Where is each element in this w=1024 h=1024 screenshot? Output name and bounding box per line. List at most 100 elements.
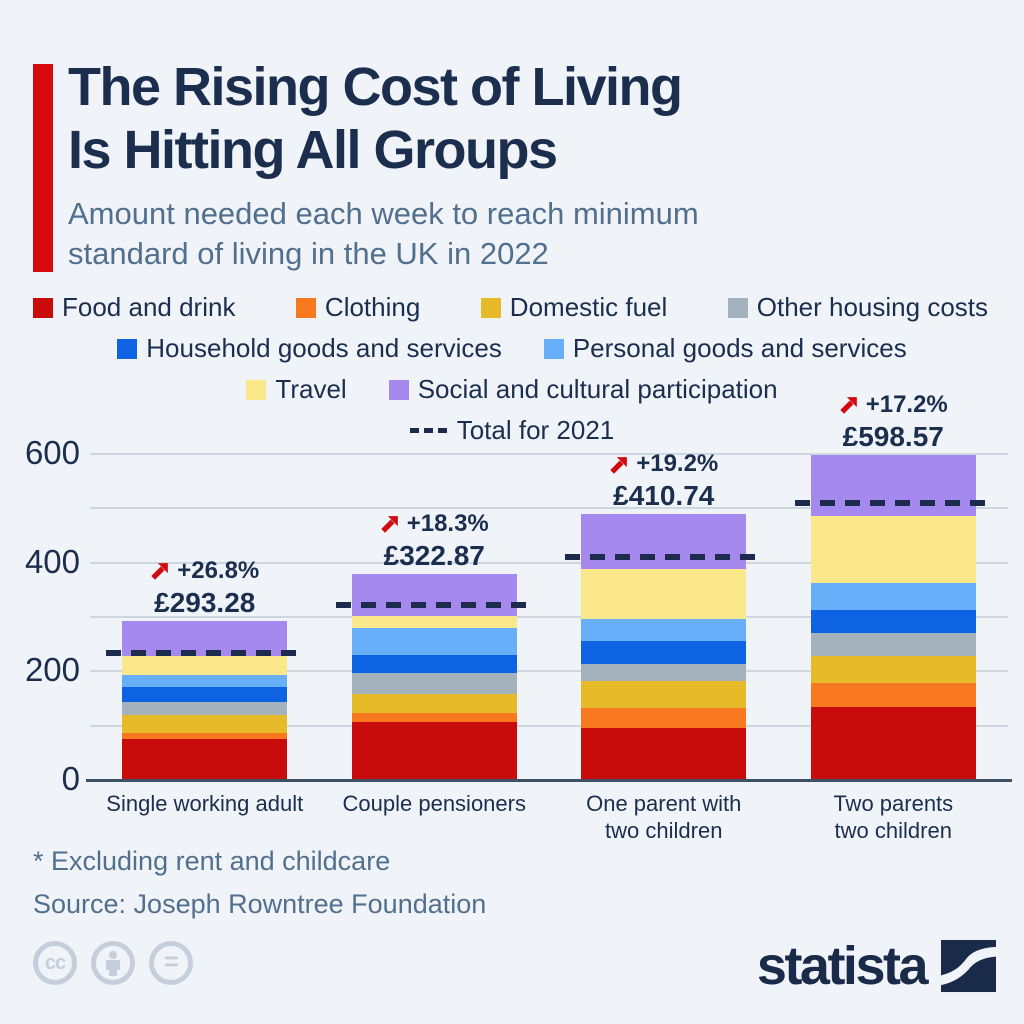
bar-segment-social	[810, 454, 976, 516]
bar-segment-personal	[351, 628, 517, 656]
increase-arrow-icon	[839, 397, 857, 414]
cc-no-derivatives-icon: =	[149, 941, 193, 985]
x-axis-category-label: Single working adult	[75, 790, 335, 817]
bar-segment-food	[810, 706, 976, 780]
footnote: * Excluding rent and childcare	[33, 846, 391, 876]
bar-segment-household	[351, 655, 517, 673]
legend-label-total-2021: Total for 2021	[456, 415, 615, 445]
total-value-label: £322.87	[383, 539, 485, 571]
bar-segment-housing	[122, 701, 288, 715]
y-axis-label-600: 600	[24, 434, 80, 471]
bar-segment-clothing	[810, 682, 976, 707]
total-2021-dashed-line	[565, 553, 763, 560]
bar-segment-food	[351, 722, 517, 780]
statista-branding: statista	[757, 938, 996, 994]
gridline-400	[90, 561, 1008, 564]
legend-swatch-fuel	[480, 297, 501, 318]
bar-segment-travel	[351, 615, 517, 629]
chart-subtitle: Amount needed each week to reach minimum…	[68, 194, 699, 274]
legend-item-social: Social and cultural participation	[388, 374, 778, 405]
bar-segment-household	[122, 687, 288, 702]
change-percent-text: +18.3%	[406, 509, 489, 537]
legend-label-fuel: Domestic fuel	[509, 292, 668, 322]
change-percent-text: +17.2%	[865, 390, 948, 418]
legend-label-personal: Personal goods and services	[572, 333, 907, 363]
bar-annotation: +18.3% £322.87	[324, 510, 544, 572]
legend-row-total-2021: Total for 2021	[0, 415, 1024, 446]
change-percent-label: +18.3%	[324, 510, 544, 538]
x-axis-baseline	[86, 779, 1012, 782]
total-2021-dashed-line	[794, 499, 992, 506]
y-axis-label-200: 200	[24, 651, 80, 689]
legend-item-housing: Other housing costs	[727, 292, 988, 323]
person-icon	[105, 951, 121, 976]
increase-arrow-icon	[151, 563, 169, 581]
legend-label-household: Household goods and services	[146, 333, 502, 363]
bar-segment-fuel	[810, 656, 976, 683]
x-axis-category-line: two children	[605, 818, 723, 843]
gridline-200	[90, 670, 1008, 673]
gridline-500	[90, 507, 1008, 510]
bar-segment-personal	[581, 619, 747, 642]
x-axis-category-line: Couple pensioners	[342, 791, 526, 816]
legend-swatch-clothing	[295, 297, 316, 318]
total-2021-dashed-line	[106, 649, 304, 656]
legend-row-3: Travel Social and cultural participation	[0, 374, 1024, 405]
legend-swatch-personal	[543, 338, 564, 359]
bar-segment-food	[581, 728, 747, 780]
bar-segment-clothing	[581, 708, 747, 729]
bar-segment-fuel	[351, 694, 517, 713]
gridline-100	[90, 724, 1008, 727]
statista-logo-icon	[941, 939, 996, 993]
equals-glyph: =	[163, 946, 179, 976]
change-percent-text: +26.8%	[177, 556, 260, 584]
total-value-label: £410.74	[613, 480, 715, 512]
legend-swatch-housing	[727, 297, 748, 318]
bar-segment-personal	[810, 582, 976, 610]
subtitle-line-1: Amount needed each week to reach minimum	[68, 196, 699, 231]
x-axis-category-line: Two parents	[833, 791, 954, 816]
bar-segment-fuel	[581, 681, 747, 709]
legend-item-personal: Personal goods and services	[543, 333, 907, 364]
legend-item-household: Household goods and services	[117, 333, 502, 364]
creative-commons-icons: cc =	[33, 941, 193, 985]
increase-arrow-icon	[610, 456, 628, 474]
legend-swatch-travel	[246, 379, 267, 400]
bar-segment-social	[351, 573, 517, 616]
total-2021-dashed-line	[335, 601, 533, 608]
bar-segment-personal	[122, 674, 288, 688]
title-line-2: Is Hitting All Groups	[68, 120, 558, 180]
legend-item-food: Food and drink	[33, 292, 235, 323]
bar-segment-housing	[351, 672, 517, 695]
legend-item-clothing: Clothing	[295, 292, 420, 323]
bar-segment-housing	[581, 664, 747, 682]
statista-logo-text: statista	[756, 936, 929, 996]
change-percent-label: +19.2%	[554, 450, 774, 478]
x-axis-category-line: two children	[834, 818, 952, 843]
dashed-line-icon	[409, 428, 448, 433]
bar-segment-travel	[810, 515, 976, 583]
bar-annotation: +26.8% £293.28	[95, 557, 315, 619]
x-axis-category-label: One parent with two children	[534, 790, 794, 844]
bar-segment-household	[581, 641, 747, 665]
legend-row-1: Food and drink Clothing Domestic fuel Other…	[0, 292, 1024, 323]
cc-license-icon: cc	[33, 941, 77, 985]
change-percent-text: +19.2%	[636, 450, 719, 478]
legend-item-travel: Travel	[246, 374, 347, 405]
legend-label-housing: Other housing costs	[756, 292, 988, 322]
bar-segment-fuel	[122, 714, 288, 734]
chart-legend: Food and drink Clothing Domestic fuel Other…	[0, 292, 1024, 456]
cc-glyph: cc	[44, 951, 66, 974]
total-value-label: £598.57	[842, 420, 944, 452]
legend-item-fuel: Domestic fuel	[480, 292, 668, 323]
legend-label-food: Food and drink	[62, 292, 236, 322]
legend-item-total-2021: Total for 2021	[409, 415, 615, 446]
bar-annotation: +19.2% £410.74	[554, 450, 774, 512]
bar-segment-clothing	[122, 733, 288, 740]
bar-segment-housing	[810, 633, 976, 657]
increase-arrow-icon	[380, 516, 398, 533]
title-accent-bar	[33, 64, 53, 272]
bar-segment-household	[810, 609, 976, 634]
bar-segment-clothing	[351, 712, 517, 723]
subtitle-line-2: standard of living in the UK in 2022	[68, 236, 549, 271]
